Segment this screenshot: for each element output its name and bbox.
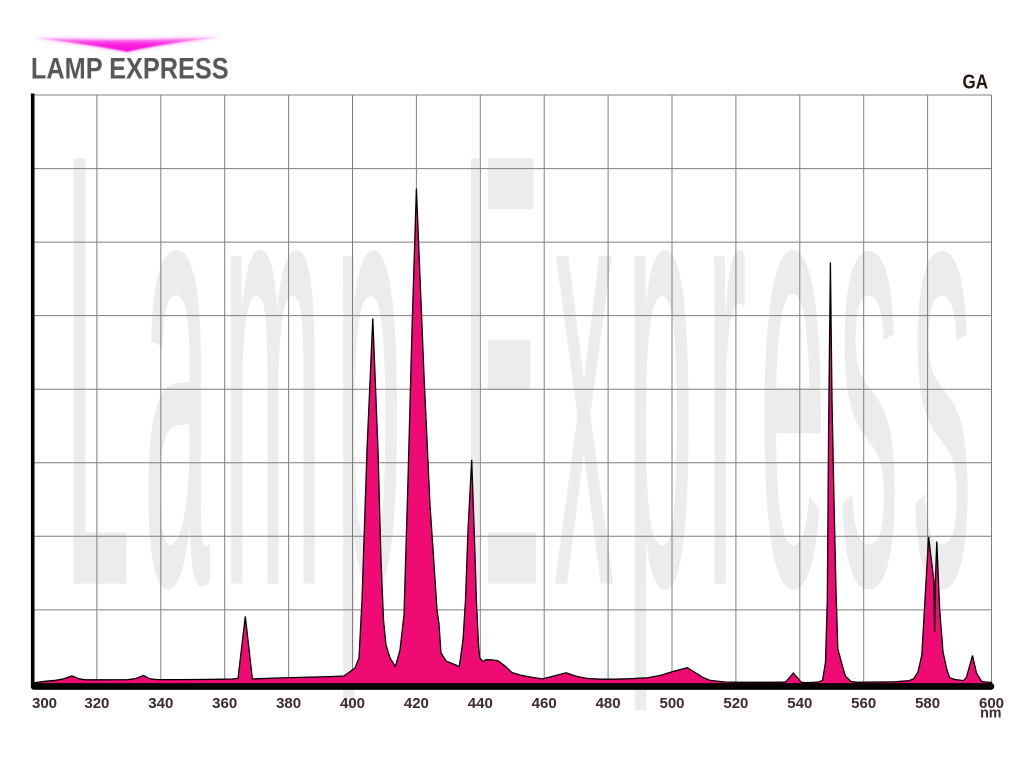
svg-text:420: 420	[404, 695, 429, 712]
svg-text:520: 520	[723, 695, 748, 712]
svg-text:540: 540	[787, 695, 812, 712]
svg-text:460: 460	[532, 695, 557, 712]
svg-text:580: 580	[915, 695, 940, 712]
svg-text:500: 500	[659, 695, 684, 712]
svg-text:440: 440	[468, 695, 493, 712]
svg-text:400: 400	[340, 695, 365, 712]
svg-text:600: 600	[979, 695, 1004, 712]
svg-text:340: 340	[148, 695, 173, 712]
svg-text:LAMP EXPRESS: LAMP EXPRESS	[31, 52, 229, 85]
svg-text:320: 320	[84, 695, 109, 712]
svg-text:380: 380	[276, 695, 301, 712]
svg-text:300: 300	[32, 695, 57, 712]
svg-text:560: 560	[851, 695, 876, 712]
svg-text:360: 360	[212, 695, 237, 712]
svg-text:nm: nm	[980, 706, 1001, 722]
svg-text:GA: GA	[963, 70, 989, 93]
svg-text:Lamp Express: Lamp Express	[64, 29, 985, 715]
svg-text:480: 480	[596, 695, 621, 712]
